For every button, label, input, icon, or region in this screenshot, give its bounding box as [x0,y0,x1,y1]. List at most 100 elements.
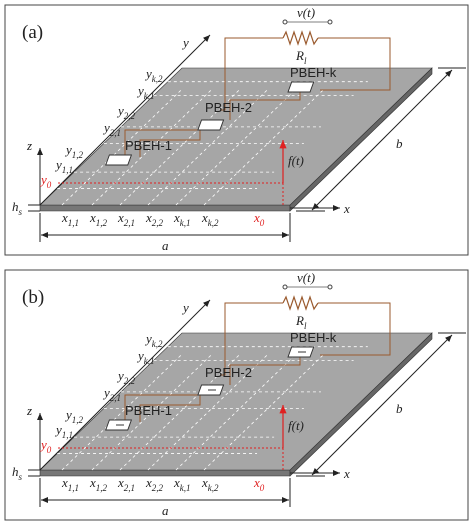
y-label: y1,1 [54,422,73,440]
grid-line [147,353,269,471]
y-axis-label: y [181,300,189,315]
x0-label-sub: 0 [260,218,265,228]
x-label: xk,2 [201,210,219,228]
thickness-label: hs [12,199,23,217]
harvester [197,119,225,131]
panel-frame [4,4,469,256]
grid-line [119,88,241,206]
y-axis [39,299,211,471]
wire [220,302,283,376]
x-label: x2,2 [145,210,164,228]
wire [220,37,283,111]
x0-label: x0 [253,210,265,228]
x-label: x1,2 [89,475,108,493]
x-label-sub: 1,1 [68,483,79,493]
x-label: x1,1 [61,475,79,493]
y-label-base: y [102,120,110,135]
x-label-base: x [61,475,68,490]
panel-frame [4,269,469,521]
x-label: xk,1 [173,210,191,228]
x-label-sub: 2,2 [152,218,164,228]
y-axis [39,34,211,206]
wire [139,128,201,157]
y-label-sub: 1,1 [62,430,73,440]
grid-line [203,353,325,471]
x0-label-base: x [253,210,260,225]
panel: (b) yzxv(t)RlPBEH-1PBEH-2PBEH-kyk,2yk,1y2… [4,269,469,521]
plate-top [39,67,433,206]
thickness-label-sub: s [19,472,23,482]
x-label: xk,2 [201,475,219,493]
thickness-label-base: h [12,199,19,214]
x-label-sub: k,2 [208,218,219,228]
terminal [327,284,333,290]
x-axis-label: x [343,466,350,481]
terminal [327,19,333,25]
z-axis-label: z [26,403,32,418]
y-label-sub: 2,2 [124,111,136,121]
y-label-sub: 1,1 [62,165,73,175]
grid-line [147,88,269,206]
harvester [287,81,315,93]
x-label: x1,2 [89,210,108,228]
y-axis-label: y [181,35,189,50]
y-label-base: y [136,83,144,98]
y0-label-base: y [39,437,47,452]
resistor-label: Rl [295,313,307,331]
x0-label-base: x [253,475,260,490]
resistor-label-sub: l [304,321,307,331]
x-label-sub: k,1 [180,218,191,228]
x-label-base: x [61,210,68,225]
grid-line [91,353,213,471]
x-label-sub: 2,1 [124,483,135,493]
grid-line [203,88,325,206]
y-label: yk,2 [144,66,163,84]
x-label: x2,1 [117,475,135,493]
x-label-sub: k,1 [180,483,191,493]
y-label-base: y [136,348,144,363]
y-label: y1,2 [64,142,84,160]
y-label: yk,1 [136,83,155,101]
x-label: x1,1 [61,210,79,228]
harvester-label: PBEH-1 [125,403,172,418]
dim-a-label: a [162,238,169,253]
resistor [282,30,319,46]
plate-front [39,204,291,212]
x-label-base: x [117,475,124,490]
wire [229,90,301,120]
x-label-sub: 1,2 [96,218,108,228]
grid-line [119,353,241,471]
y-label-sub: 1,2 [72,415,84,425]
dim-b [311,334,453,476]
harvester-label: PBEH-k [290,65,337,80]
x-label-sub: 1,1 [68,218,79,228]
harvester [105,154,133,166]
y-label: yk,1 [136,348,155,366]
y-label-base: y [54,157,62,172]
y-label-base: y [54,422,62,437]
y-label-base: y [144,331,152,346]
resistor-label-base: R [295,48,304,63]
plate-front [39,469,291,477]
y-label-base: y [102,385,110,400]
x-label-sub: 1,2 [96,483,108,493]
harvester-label: PBEH-2 [205,365,252,380]
resistor-label-base: R [295,313,304,328]
x-label-base: x [201,210,208,225]
thickness-label-base: h [12,464,19,479]
x-label-base: x [117,210,124,225]
y-label-base: y [64,407,72,422]
x0-label: x0 [253,475,265,493]
x-label: xk,1 [173,475,191,493]
wire [229,355,301,385]
x-label: x2,2 [145,475,164,493]
y-label: y2,2 [116,103,136,121]
x-label-sub: 2,1 [124,218,135,228]
y-label-sub: k,2 [152,74,163,84]
z-axis-label: z [26,138,32,153]
x-label-base: x [89,475,96,490]
terminal [282,19,288,25]
y-label-sub: 2,1 [110,393,121,403]
y-label: y1,1 [54,157,73,175]
